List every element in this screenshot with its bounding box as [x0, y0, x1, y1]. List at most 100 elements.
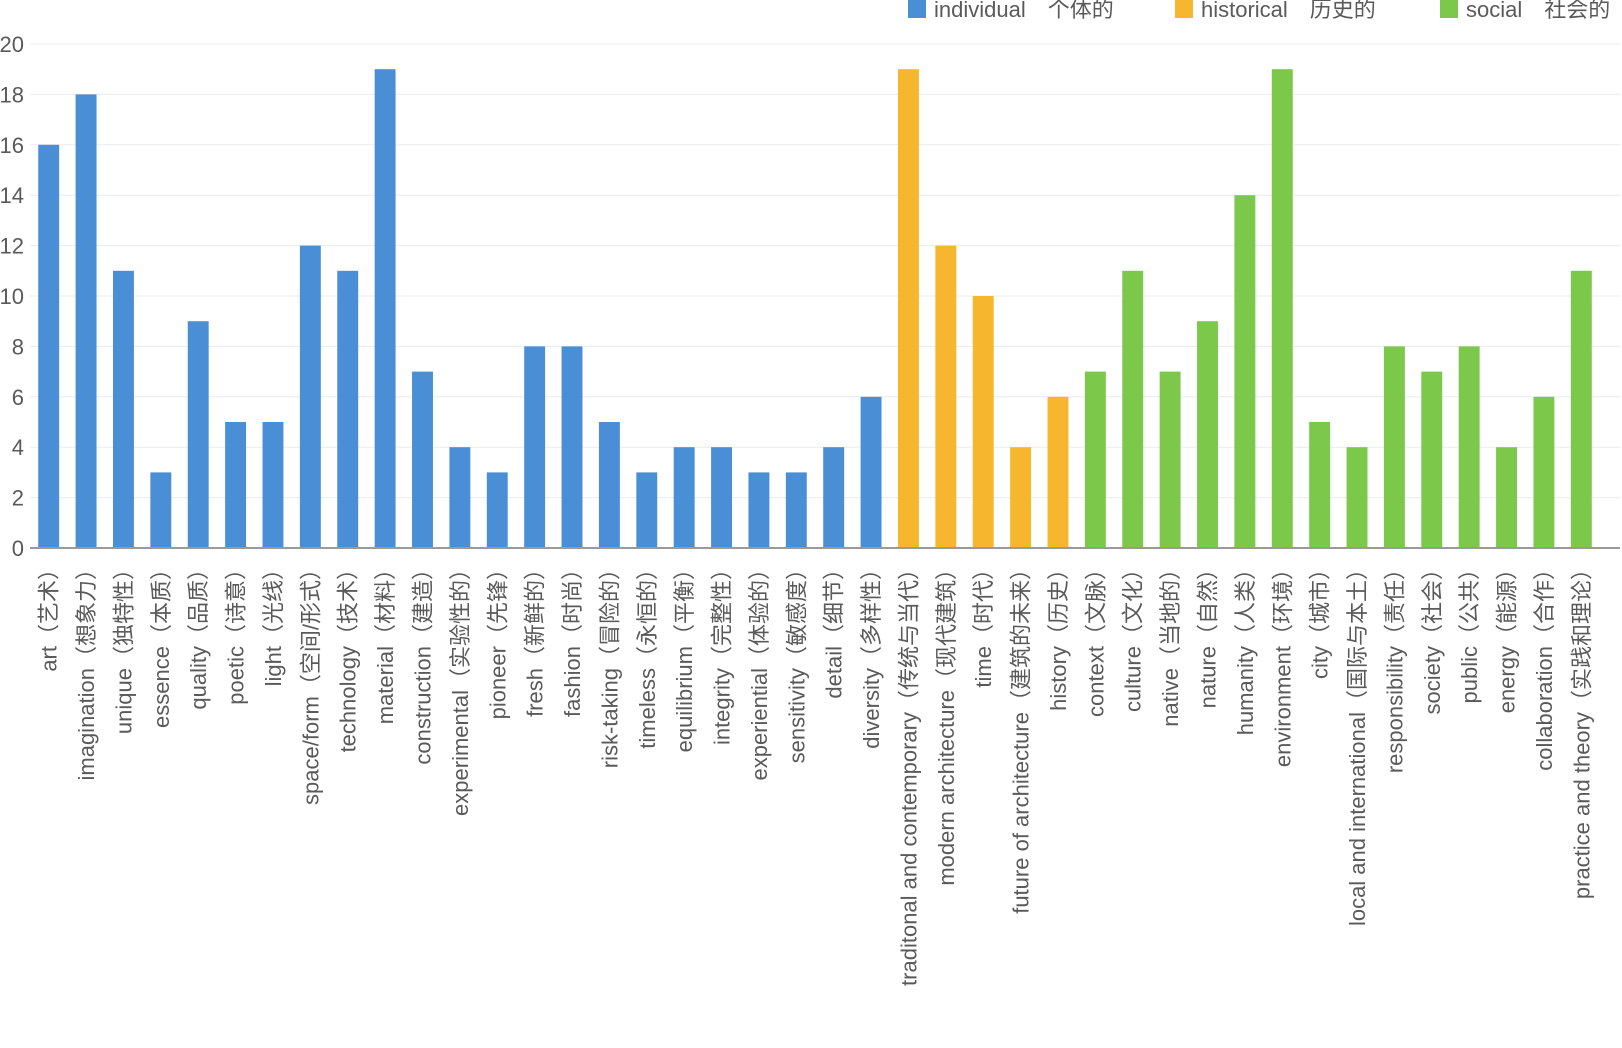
x-tick-label: environment（环境） [1270, 558, 1295, 767]
y-tick-label: 14 [0, 183, 24, 208]
legend-item: social 社会的 [1440, 0, 1610, 22]
legend-label: historical 历史的 [1201, 0, 1376, 22]
y-tick-label: 12 [0, 234, 24, 259]
x-tick-label: fashion（时尚） [560, 558, 585, 717]
bar [75, 94, 97, 549]
bar [1047, 396, 1069, 548]
y-tick-label: 2 [12, 486, 24, 511]
legend-item: historical 历史的 [1175, 0, 1376, 22]
bar [711, 447, 733, 548]
bar [972, 296, 994, 548]
x-tick-label: quality（品质） [186, 558, 211, 710]
bar [785, 472, 807, 548]
x-tick-label: local and international（国际与本土） [1345, 558, 1370, 926]
bar [673, 447, 695, 548]
bar [337, 270, 359, 548]
x-tick-label: experiential（体验的） [747, 558, 772, 781]
y-tick-label: 6 [12, 385, 24, 410]
bar [935, 245, 957, 548]
bar [561, 346, 583, 548]
legend-label: individual 个体的 [934, 0, 1114, 22]
bar [1496, 447, 1518, 548]
bar [486, 472, 508, 548]
y-tick-label: 18 [0, 82, 24, 107]
x-tick-label: equilibrium（平衡） [672, 558, 697, 752]
x-tick-label: collaboration（合作） [1532, 558, 1557, 771]
x-tick-label: culture（文化） [1121, 558, 1146, 712]
bar [1010, 447, 1032, 548]
bar [449, 447, 471, 548]
y-tick-label: 16 [0, 133, 24, 158]
y-tick-label: 0 [12, 536, 24, 561]
x-tick-label: pioneer（先锋） [485, 558, 510, 719]
x-tick-label: sensitivity（敏感度） [784, 558, 809, 763]
bar [1346, 447, 1368, 548]
x-tick-label: space/form（空间/形式） [298, 558, 323, 805]
x-tick-label: risk-taking（冒险的） [597, 558, 622, 768]
x-tick-label: unique（独特性） [111, 558, 136, 734]
legend: individual 个体的 historical 历史的 social 社会的 [908, 0, 1610, 22]
y-tick-label: 8 [12, 334, 24, 359]
x-tick-label: timeless（永恒的） [635, 558, 660, 749]
x-tick-label: native（当地的） [1158, 558, 1183, 727]
x-axis-ticks: art（艺术） imagination（想象力） unique（独特性） essenc… [37, 558, 1595, 986]
bar [150, 472, 172, 548]
bar [1234, 195, 1256, 548]
x-tick-label: humanity（人类） [1233, 558, 1258, 735]
bar [1197, 321, 1218, 548]
x-tick-label: fresh（新鲜的） [523, 558, 548, 717]
bar [897, 69, 919, 548]
bar [38, 144, 60, 549]
x-tick-label: detail（细节） [822, 558, 847, 699]
x-tick-label: time（时代） [971, 558, 996, 688]
bar [1271, 69, 1293, 548]
x-tick-label: diversity（多样性） [859, 558, 884, 749]
x-tick-label: material（材料） [373, 558, 398, 724]
y-tick-label: 20 [0, 32, 24, 57]
legend-swatch [908, 0, 926, 18]
x-tick-label: light（光线） [261, 558, 286, 686]
x-tick-label: history（历史） [1046, 558, 1071, 711]
bar [1159, 371, 1181, 548]
x-tick-label: practice and theory（实践和理论） [1569, 558, 1594, 899]
bar [636, 472, 658, 548]
bar [1421, 371, 1443, 548]
x-tick-label: public（公共） [1457, 558, 1482, 703]
x-tick-label: integrity（完整性） [710, 558, 735, 745]
bar [412, 371, 433, 548]
x-tick-label: art（艺术） [37, 558, 62, 672]
bar [1383, 346, 1405, 548]
x-tick-label: essence（本质） [149, 558, 174, 728]
legend-label: social 社会的 [1466, 0, 1610, 22]
bar [262, 422, 284, 548]
bar [374, 69, 396, 548]
bar [748, 472, 770, 548]
x-tick-label: imagination（想象力） [74, 558, 99, 781]
bar [860, 396, 882, 548]
bar [1122, 270, 1144, 548]
x-tick-label: city（城市） [1308, 558, 1333, 679]
x-tick-label: society（社会） [1420, 558, 1445, 714]
x-tick-label: technology（技术） [336, 558, 361, 752]
bar [187, 321, 209, 548]
y-axis-ticks: 0 2 4 6 8 10 12 14 16 18 20 [0, 32, 24, 561]
bars [38, 69, 1592, 549]
x-tick-label: traditonal and contemporary（传统与当代） [896, 558, 921, 986]
bar [1084, 371, 1106, 548]
x-tick-label: context（文脉） [1083, 558, 1108, 717]
bar [598, 422, 620, 548]
bar [1533, 396, 1555, 548]
bar [1570, 270, 1592, 548]
bar [1309, 422, 1331, 548]
x-tick-label: modern architecture（现代建筑） [934, 558, 959, 886]
x-tick-label: construction（建造） [411, 558, 436, 765]
bar [225, 422, 247, 548]
y-tick-label: 10 [0, 284, 24, 309]
legend-swatch [1175, 0, 1193, 18]
gridlines [30, 43, 1620, 499]
bar [112, 270, 134, 548]
x-tick-label: nature（自然） [1196, 558, 1221, 708]
y-tick-label: 4 [12, 435, 24, 460]
